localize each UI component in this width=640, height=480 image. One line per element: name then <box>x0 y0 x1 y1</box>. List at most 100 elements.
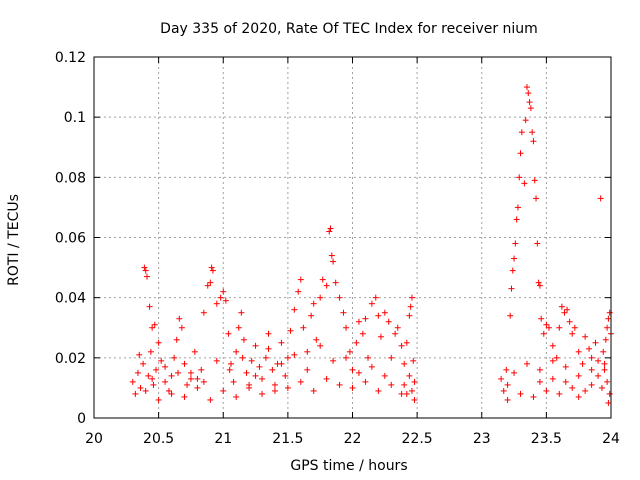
data-point <box>522 117 529 124</box>
data-point <box>512 240 519 247</box>
data-point <box>141 264 148 271</box>
y-tick-label: 0.04 <box>55 291 86 307</box>
data-point <box>521 180 528 187</box>
data-point <box>529 129 536 136</box>
data-point <box>200 378 207 385</box>
data-point <box>553 354 560 361</box>
data-point <box>385 318 392 325</box>
data-point <box>278 360 285 367</box>
data-point <box>178 324 185 331</box>
data-point <box>233 348 240 355</box>
data-point <box>213 357 220 364</box>
data-point <box>330 357 337 364</box>
data-point <box>243 369 250 376</box>
data-point <box>328 252 335 259</box>
data-point <box>355 318 362 325</box>
data-point <box>259 375 266 382</box>
data-point <box>507 312 514 319</box>
data-point <box>262 354 269 361</box>
data-point <box>252 372 259 379</box>
data-point <box>514 204 521 211</box>
data-point <box>319 276 326 283</box>
data-point <box>349 384 356 391</box>
data-point <box>602 336 609 343</box>
data-point <box>168 390 175 397</box>
y-tick-label: 0.08 <box>55 170 86 186</box>
data-point <box>388 381 395 388</box>
x-tick-label: 23.5 <box>531 431 562 447</box>
data-point <box>536 282 543 289</box>
data-point <box>145 372 152 379</box>
data-point <box>191 348 198 355</box>
data-point <box>408 387 415 394</box>
data-point <box>407 303 414 310</box>
data-point <box>600 348 607 355</box>
x-tick-label: 20.5 <box>143 431 174 447</box>
data-point <box>549 357 556 364</box>
data-point <box>217 294 224 301</box>
data-point <box>601 366 608 373</box>
data-point <box>575 348 582 355</box>
data-point <box>323 375 330 382</box>
data-point <box>142 387 149 394</box>
data-point <box>304 366 311 373</box>
data-point <box>129 378 136 385</box>
data-point <box>162 378 169 385</box>
data-point <box>353 339 360 346</box>
data-point <box>194 375 201 382</box>
data-point <box>534 240 541 247</box>
x-tick-label: 21 <box>214 431 232 447</box>
data-point <box>588 354 595 361</box>
data-point <box>230 378 237 385</box>
data-point <box>168 372 175 379</box>
data-point <box>259 390 266 397</box>
data-point <box>398 342 405 349</box>
data-point <box>545 324 552 331</box>
data-point <box>558 303 565 310</box>
data-point <box>595 372 602 379</box>
data-point <box>326 228 333 235</box>
data-point <box>513 216 520 223</box>
data-point <box>246 381 253 388</box>
x-axis: 20 20.5 21 21.5 22 22.5 23 23.5 24 <box>85 57 620 447</box>
data-point <box>503 366 510 373</box>
data-point <box>392 330 399 337</box>
data-point <box>330 258 337 265</box>
data-point <box>220 288 227 295</box>
data-point <box>265 330 272 337</box>
data-point <box>556 390 563 397</box>
data-point <box>240 336 247 343</box>
data-point <box>518 129 525 136</box>
x-axis-label: GPS time / hours <box>290 458 407 474</box>
data-point <box>575 372 582 379</box>
data-point <box>508 285 515 292</box>
data-point <box>582 333 589 340</box>
data-point <box>406 372 413 379</box>
data-point <box>403 390 410 397</box>
data-point <box>500 387 507 394</box>
data-point <box>403 339 410 346</box>
data-point <box>597 195 604 202</box>
grid <box>94 57 611 418</box>
x-tick-label: 24 <box>602 431 620 447</box>
data-point <box>511 255 518 262</box>
data-point <box>372 294 379 301</box>
data-point <box>291 351 298 358</box>
data-point <box>527 105 534 112</box>
data-point <box>248 357 255 364</box>
data-point <box>300 324 307 331</box>
data-point <box>165 387 172 394</box>
data-point <box>365 354 372 361</box>
data-point <box>536 366 543 373</box>
y-axis-label: ROTI / TECUs <box>6 194 22 286</box>
data-point <box>284 384 291 391</box>
data-point <box>381 309 388 316</box>
y-tick-label: 0.02 <box>55 351 86 367</box>
data-point <box>239 354 246 361</box>
data-point <box>200 309 207 316</box>
data-point <box>556 324 563 331</box>
data-point <box>592 339 599 346</box>
data-point <box>213 300 220 307</box>
data-point <box>408 294 415 301</box>
